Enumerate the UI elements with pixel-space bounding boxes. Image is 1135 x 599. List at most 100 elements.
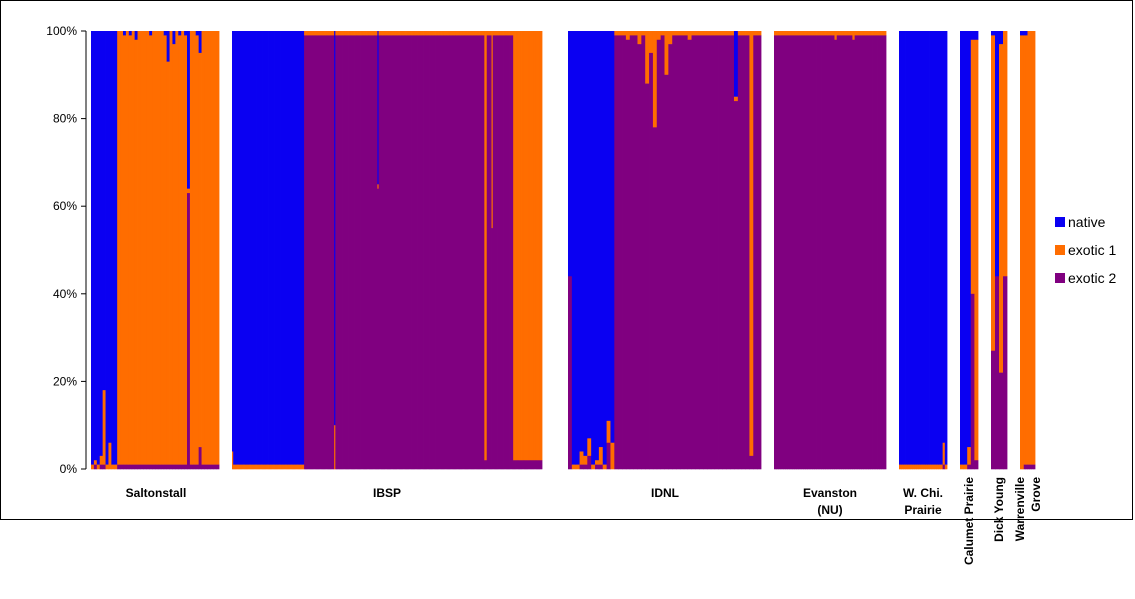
bar-segment-exotic-1 (198, 52, 202, 448)
bar-segment-exotic-1 (489, 31, 491, 36)
bar-segment-exotic-2 (568, 276, 573, 470)
bar-segment-exotic-1 (293, 464, 295, 470)
bar-segment-exotic-1 (387, 31, 389, 36)
bar-segment-exotic-1 (438, 31, 441, 36)
bar-segment-exotic-1 (916, 464, 920, 470)
bar-segment-exotic-2 (481, 35, 484, 470)
bar-segment-exotic-1 (814, 31, 817, 36)
bar-segment-exotic-1 (749, 31, 754, 457)
group-ibsp (232, 31, 543, 470)
bar-segment-exotic-2 (695, 35, 700, 470)
bar-segment-exotic-1 (281, 464, 283, 470)
bar-segment-exotic-2 (852, 39, 856, 470)
bar-segment-exotic-1 (290, 464, 293, 470)
bar-segment-native (899, 31, 902, 465)
bar-segment-native (925, 31, 928, 465)
bar-segment-exotic-1 (388, 31, 390, 36)
bar-segment-native (259, 31, 262, 465)
group-label-saltonstall: Saltonstall (126, 486, 187, 500)
bar-segment-exotic-1 (406, 31, 408, 36)
bar-segment-native (254, 31, 257, 465)
bar-segment-exotic-1 (637, 31, 642, 45)
bar-segment-exotic-2 (314, 35, 317, 470)
bar-segment-exotic-2 (477, 35, 479, 470)
bar-segment-exotic-1 (535, 31, 538, 461)
bar-segment-exotic-1 (757, 31, 762, 36)
bar-segment-exotic-2 (319, 35, 322, 470)
bar-segment-exotic-2 (408, 35, 411, 470)
bar-segment-exotic-2 (778, 35, 782, 470)
bar-segment-exotic-1 (360, 31, 363, 36)
group-dick-young (991, 31, 1008, 470)
bar-segment-exotic-2 (856, 35, 860, 470)
bar-segment-exotic-1 (527, 31, 530, 461)
bar-segment-exotic-1 (483, 31, 485, 36)
bar-segment-exotic-2 (854, 35, 858, 470)
bar-segment-exotic-2 (718, 35, 723, 470)
bar-segment-native (301, 31, 304, 465)
bar-segment-exotic-1 (232, 451, 234, 470)
bar-segment-native (568, 31, 573, 277)
bar-segment-exotic-1 (239, 464, 241, 470)
bar-segment-native (198, 31, 202, 54)
bar-segment-exotic-2 (791, 35, 795, 470)
bar-segment-exotic-2 (796, 35, 800, 470)
bar-segment-exotic-1 (316, 31, 318, 36)
bar-segment-exotic-1 (531, 31, 533, 461)
bar-segment-exotic-1 (1031, 31, 1034, 465)
bar-segment-exotic-1 (155, 31, 159, 465)
bar-segment-exotic-1 (445, 31, 448, 36)
bar-segment-exotic-1 (374, 31, 377, 36)
bar-segment-exotic-1 (254, 464, 257, 470)
bar-segment-exotic-1 (703, 31, 708, 36)
bar-segment-exotic-1 (292, 464, 294, 470)
bar-segment-native (583, 31, 588, 457)
bar-segment-exotic-1 (505, 31, 508, 36)
bar-segment-exotic-2 (531, 460, 533, 470)
bar-segment-exotic-1 (537, 31, 539, 461)
bar-segment-exotic-2 (155, 464, 159, 470)
legend-label-exotic-1: exotic 1 (1068, 242, 1117, 258)
bar-segment-exotic-2 (468, 35, 471, 470)
bar-segment-exotic-2 (527, 460, 530, 470)
bar-segment-exotic-2 (523, 460, 526, 470)
bar-segment-exotic-2 (652, 127, 658, 470)
bar-segment-exotic-1 (368, 31, 371, 36)
bar-segment-exotic-1 (149, 35, 153, 465)
bar-segment-exotic-2 (187, 193, 191, 470)
bar-segment-exotic-1 (803, 31, 806, 36)
bar-segment-exotic-2 (137, 464, 141, 470)
bar-segment-exotic-1 (402, 31, 405, 36)
bar-segment-exotic-1 (1021, 35, 1025, 470)
bar-segment-exotic-2 (362, 35, 365, 470)
bar-segment-exotic-2 (325, 35, 328, 470)
group-label-dick-young: Dick Young (992, 477, 1006, 542)
bar-segment-exotic-2 (397, 35, 400, 470)
bar-segment-native (123, 31, 127, 36)
bar-segment-exotic-1 (287, 464, 289, 470)
bar-segment-exotic-2 (368, 35, 371, 470)
bar-segment-native (298, 31, 300, 465)
bar-segment-exotic-1 (872, 31, 876, 36)
bar-segment-exotic-1 (419, 31, 422, 36)
bar-segment-exotic-2 (355, 35, 358, 470)
bar-segment-exotic-1 (324, 31, 327, 36)
bar-segment-exotic-1 (439, 31, 442, 36)
bar-segment-exotic-1 (610, 442, 615, 470)
bar-segment-exotic-1 (664, 31, 669, 76)
bar-segment-exotic-1 (423, 31, 425, 36)
bar-segment-exotic-1 (905, 464, 909, 470)
bar-segment-exotic-2 (660, 35, 665, 470)
bar-segment-exotic-1 (774, 31, 777, 36)
bar-segment-exotic-1 (868, 31, 871, 36)
bar-segment-exotic-1 (272, 464, 275, 470)
bar-segment-exotic-1 (108, 442, 112, 470)
bar-segment-exotic-2 (519, 460, 521, 470)
bar-segment-exotic-1 (314, 31, 317, 36)
bar-segment-native (1023, 31, 1027, 36)
bar-segment-exotic-1 (105, 464, 109, 470)
bar-segment-exotic-2 (326, 35, 329, 470)
bar-segment-exotic-2 (160, 464, 165, 470)
bar-segment-exotic-1 (967, 447, 972, 465)
bar-segment-exotic-1 (268, 464, 270, 470)
